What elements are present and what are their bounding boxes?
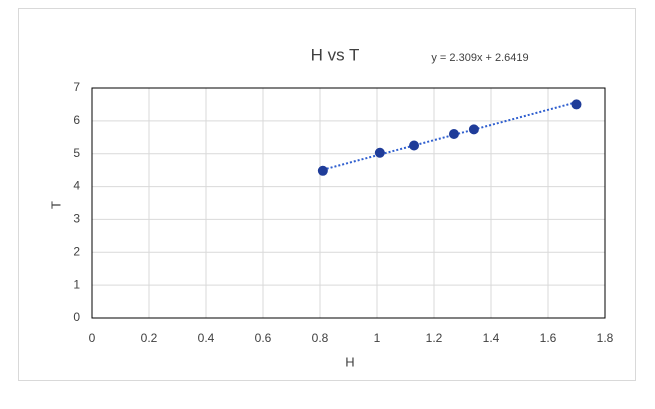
x-tick-label: 1.8 xyxy=(597,331,614,345)
x-tick-label: 1.2 xyxy=(426,331,443,345)
x-tick-label: 1.4 xyxy=(483,331,500,345)
x-tick-label: 0.8 xyxy=(312,331,329,345)
y-tick-label: 6 xyxy=(73,113,80,127)
x-tick-label: 1.6 xyxy=(540,331,557,345)
data-point xyxy=(571,99,582,110)
y-tick-label: 5 xyxy=(73,146,80,160)
x-tick-label: 0.4 xyxy=(198,331,215,345)
data-point xyxy=(374,147,385,158)
y-axis-label: T xyxy=(48,201,63,209)
y-tick-label: 4 xyxy=(73,179,80,193)
x-axis-label: H xyxy=(345,354,354,369)
data-point xyxy=(317,165,328,176)
trendline-equation: y = 2.309x + 2.6419 xyxy=(431,52,528,64)
x-tick-label: 0.6 xyxy=(255,331,272,345)
data-point xyxy=(448,129,459,139)
y-tick-label: 0 xyxy=(73,310,80,324)
x-tick-label: 0 xyxy=(89,331,96,345)
x-tick-label: 0.2 xyxy=(141,331,158,345)
data-point xyxy=(468,124,479,135)
plot-border xyxy=(91,87,606,319)
y-tick-label: 3 xyxy=(73,212,80,226)
x-tick-label: 1 xyxy=(374,331,381,345)
y-tick-label: 2 xyxy=(73,244,80,258)
chart-title: H vs T xyxy=(311,45,360,64)
data-point xyxy=(409,140,420,151)
y-tick-label: 7 xyxy=(73,80,80,94)
y-tick-label: 1 xyxy=(73,277,80,291)
